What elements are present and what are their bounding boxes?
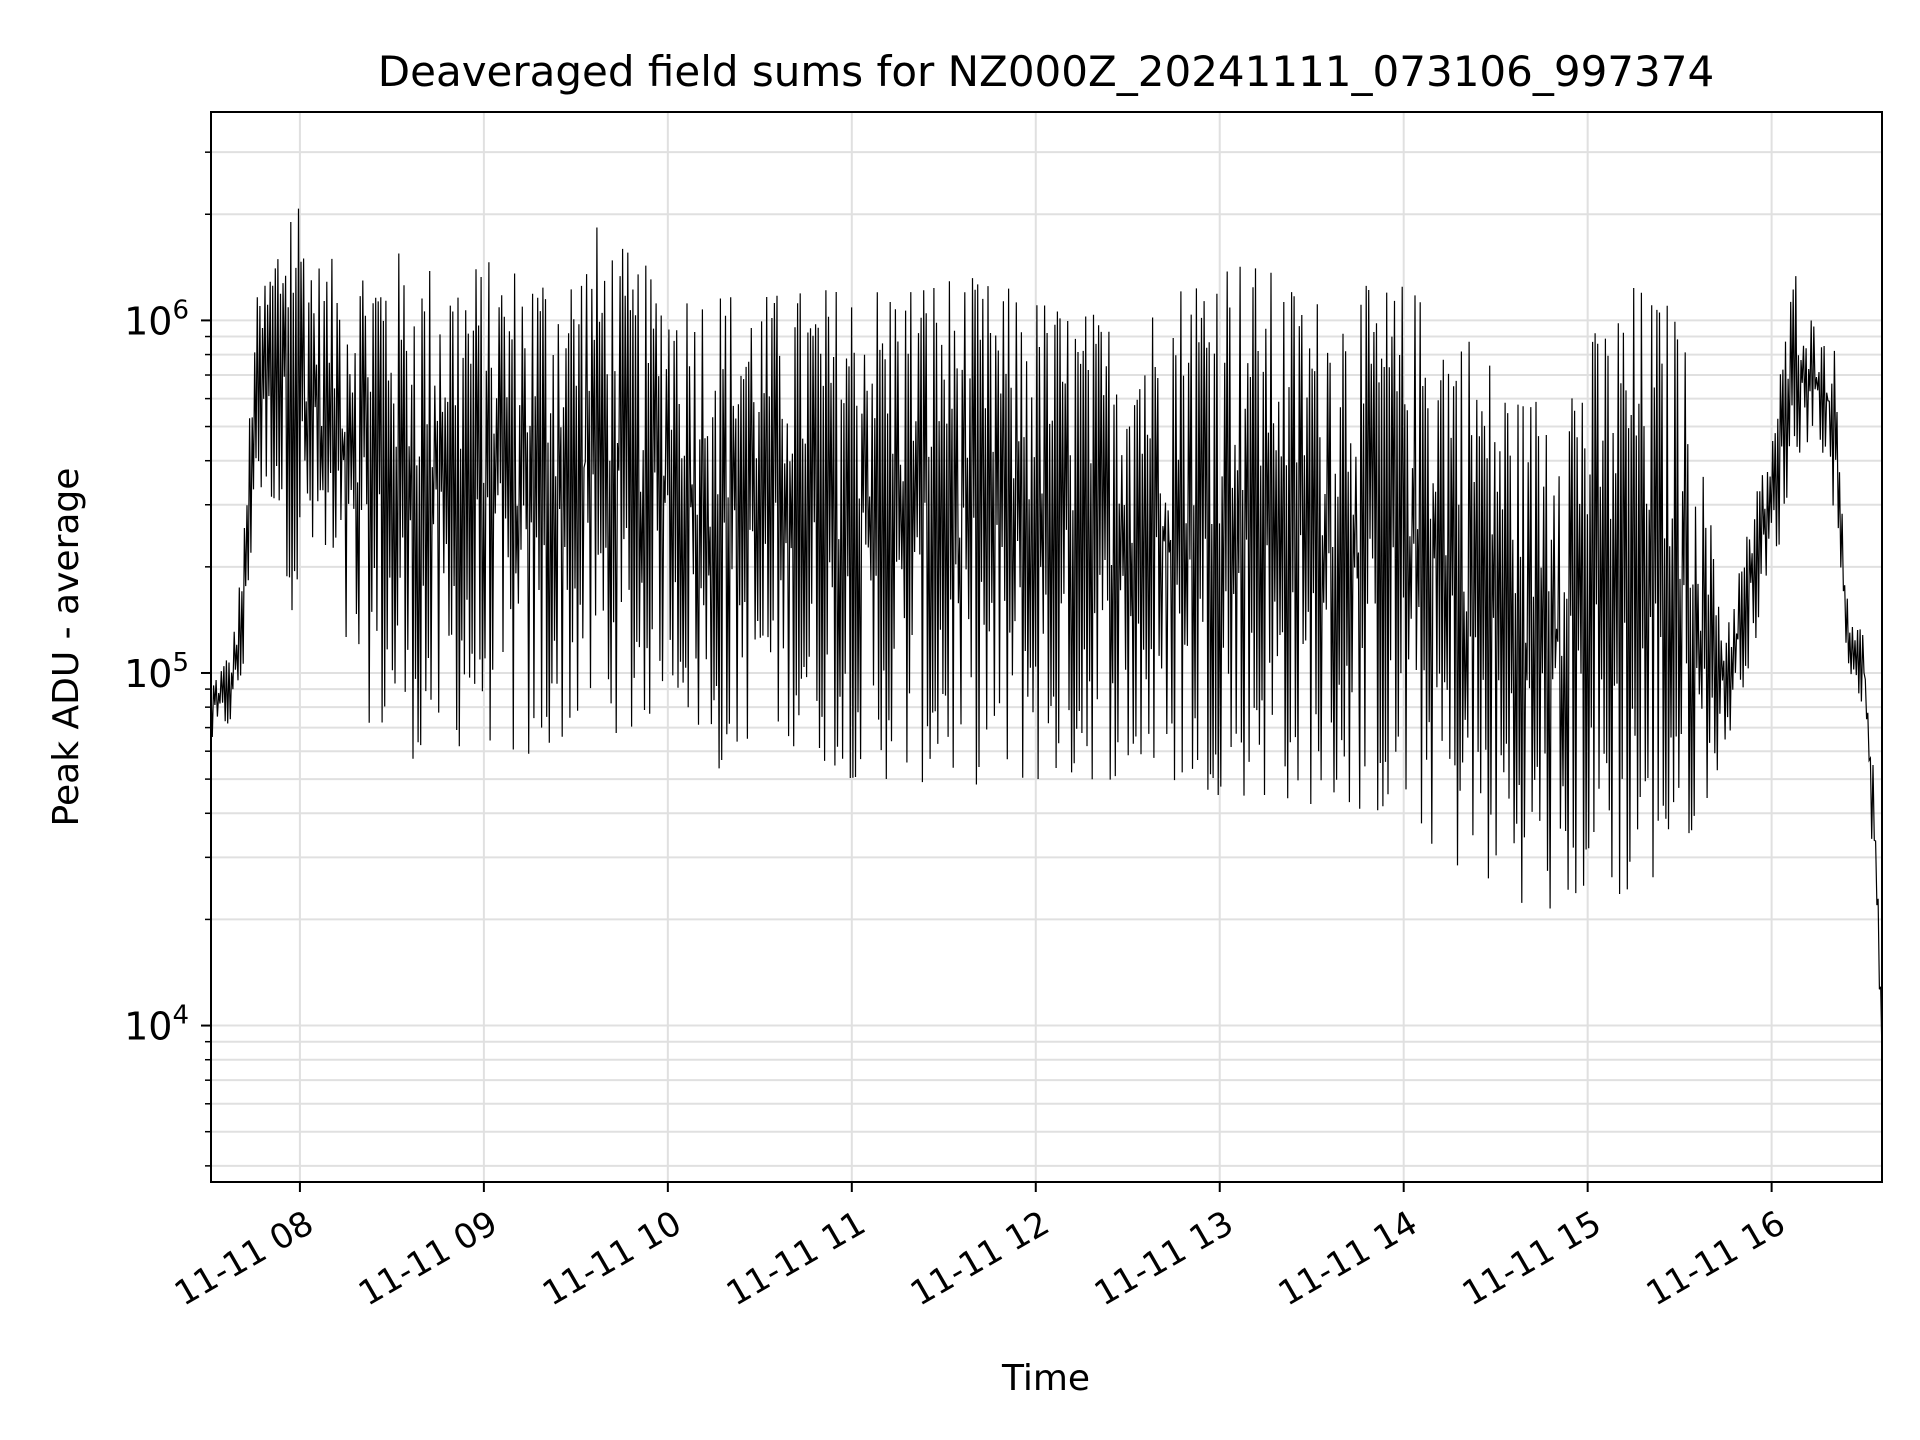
y-tick-label: 106 (124, 295, 189, 343)
plot-frame (210, 111, 1883, 1183)
y-tick-label: 105 (124, 648, 189, 696)
series-line (211, 208, 1882, 1057)
y-axis-label: Peak ADU - average (46, 468, 87, 827)
chart-title: Deaveraged field sums for NZ000Z_2024111… (378, 47, 1714, 96)
y-axis: 104 105 106 (124, 151, 211, 1167)
x-axis-label: Time (1001, 1358, 1090, 1399)
y-tick-label: 104 (124, 1001, 189, 1049)
